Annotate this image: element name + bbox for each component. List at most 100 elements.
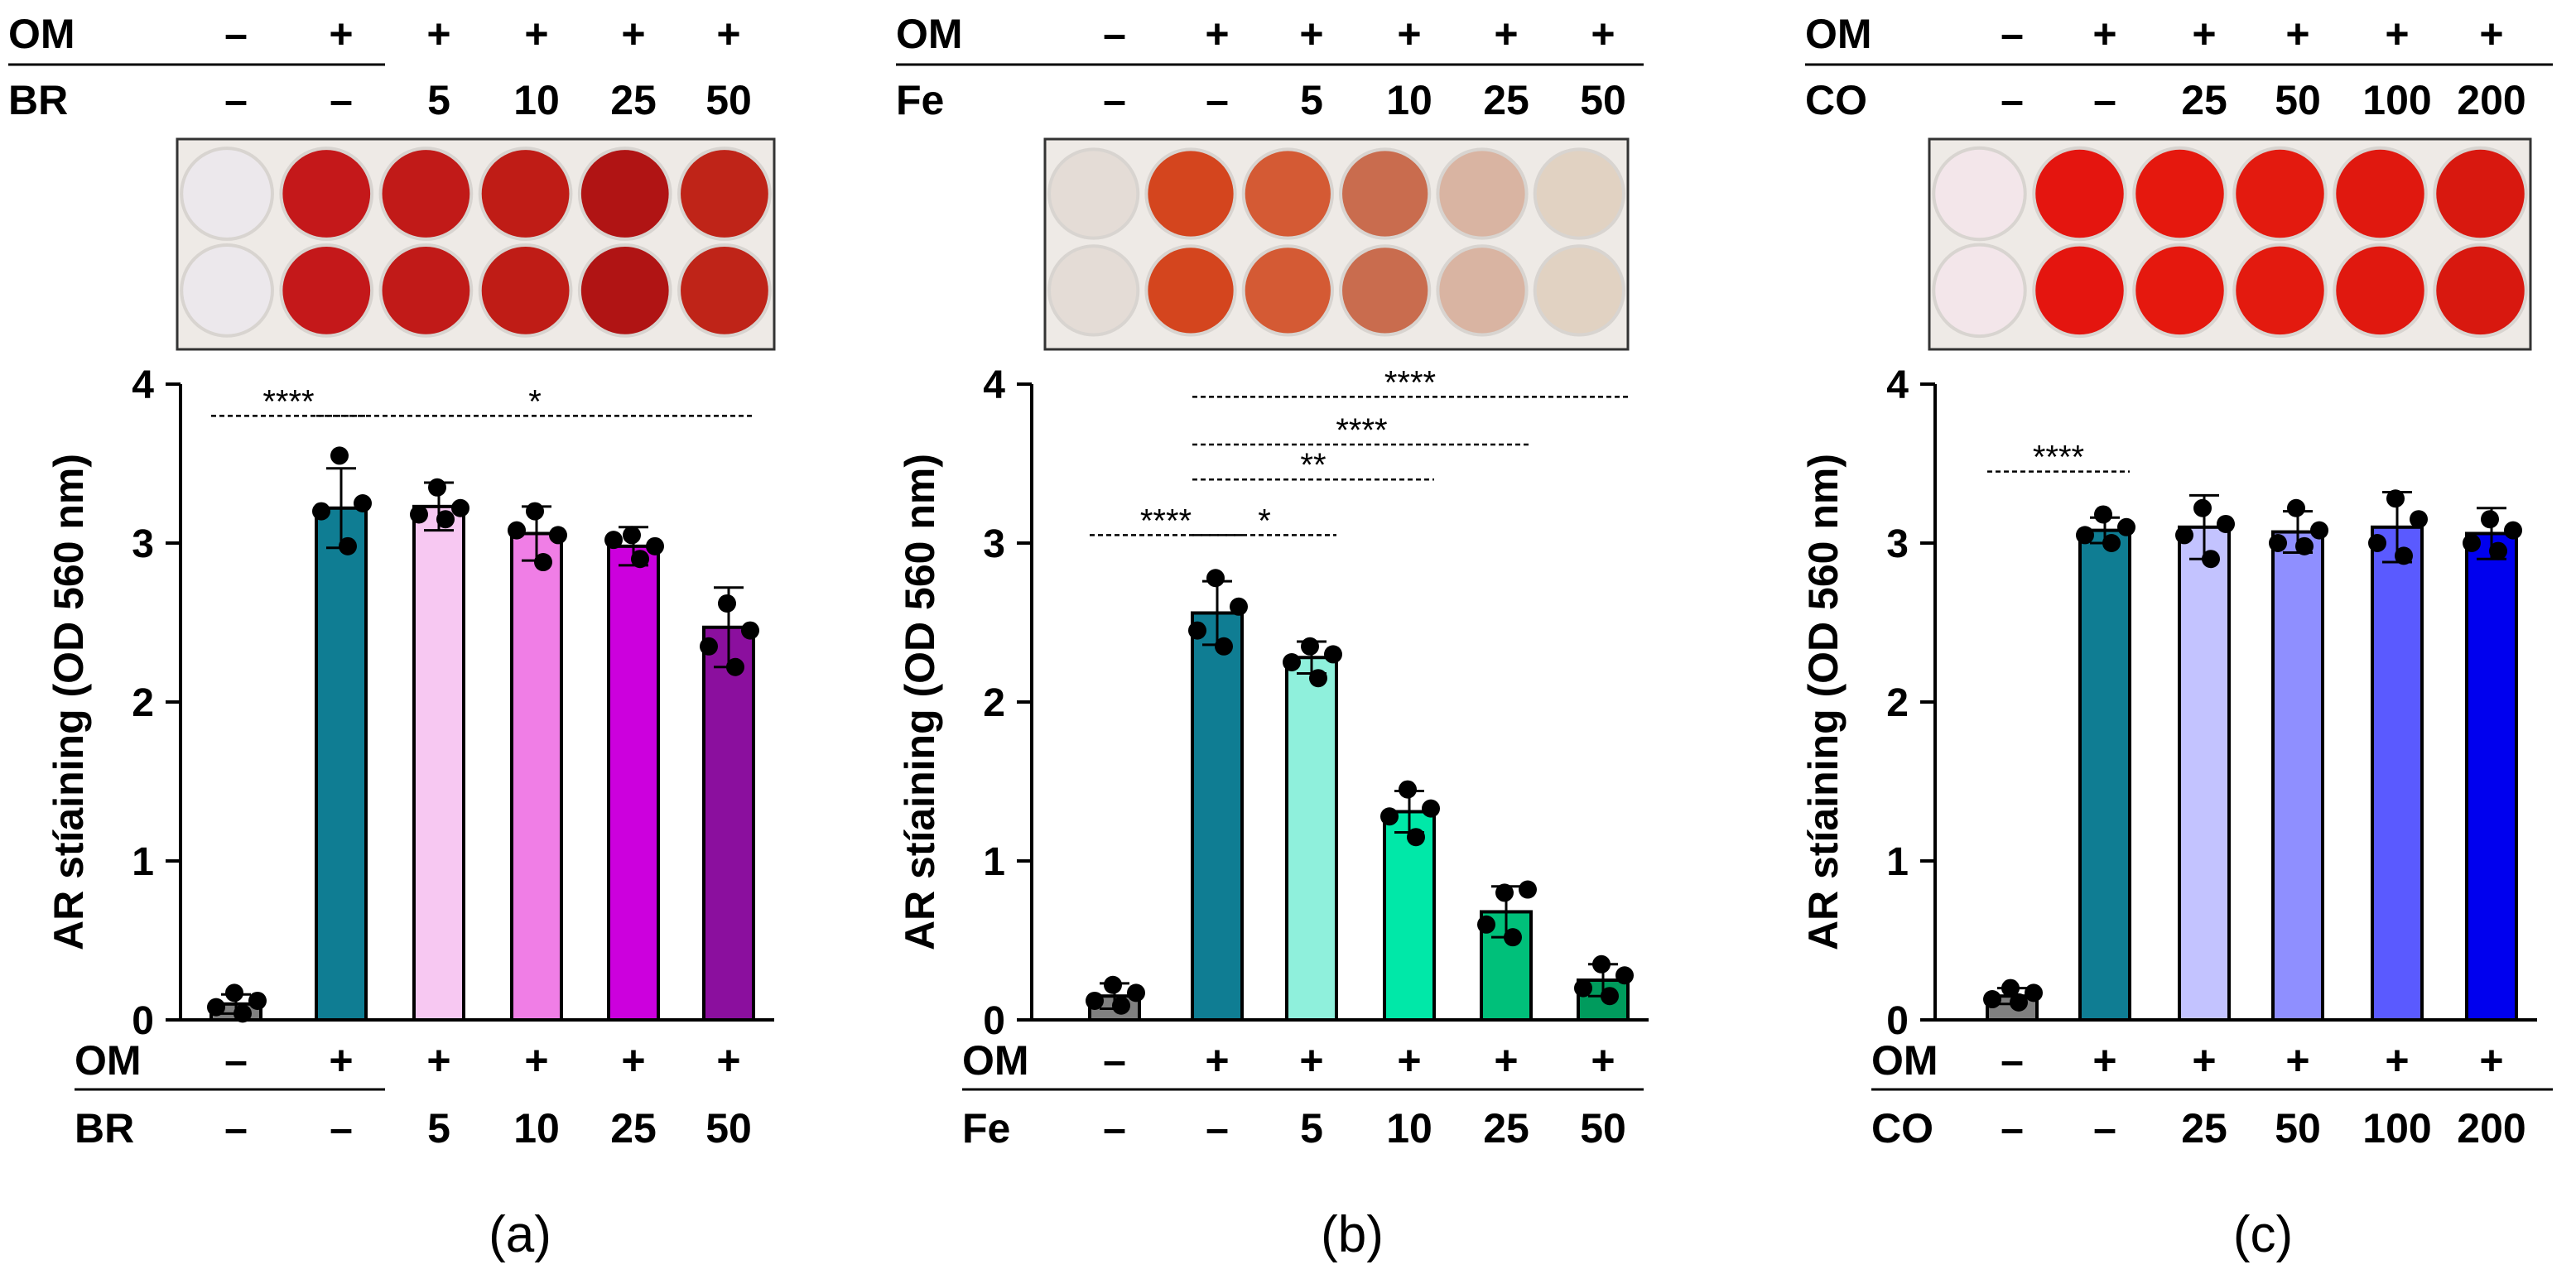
data-point: [1519, 880, 1537, 899]
top-treatment-value: 200: [2457, 77, 2525, 123]
y-tick-label: 4: [132, 363, 154, 407]
top-om-value: –: [1103, 11, 1126, 57]
top-om-value: +: [1205, 11, 1229, 57]
bottom-om-value: –: [2001, 1037, 2024, 1084]
bottom-treatment-value: 10: [1386, 1105, 1432, 1152]
y-tick-label: 3: [1886, 522, 1909, 566]
top-treatment-value: 5: [427, 77, 450, 123]
data-point: [1324, 645, 1342, 664]
bar: [315, 506, 368, 1022]
data-point: [2386, 489, 2405, 508]
data-point: [508, 521, 526, 540]
top-treatment-value: 25: [2181, 77, 2227, 123]
bottom-om-value: +: [524, 1037, 548, 1084]
plate-well: [1342, 151, 1428, 237]
bottom-om-value: +: [1494, 1037, 1518, 1084]
bottom-om-value: +: [1397, 1037, 1421, 1084]
bar: [412, 504, 465, 1022]
top-row1-label: OM: [1805, 11, 1872, 57]
y-tick-label: 1: [983, 840, 1005, 884]
bottom-om-value: +: [2285, 1037, 2309, 1084]
bar: [510, 531, 563, 1022]
data-point: [2175, 526, 2193, 545]
data-point: [1230, 597, 1248, 616]
data-point: [1112, 996, 1130, 1015]
plate-well: [1935, 246, 2024, 335]
plate-well: [481, 247, 570, 334]
top-treatment-value: –: [330, 77, 353, 123]
data-point: [234, 1004, 252, 1023]
data-point: [2076, 526, 2094, 545]
bottom-treatment-value: 25: [610, 1105, 657, 1152]
top-om-value: +: [2285, 11, 2309, 57]
plate-well: [183, 150, 271, 238]
y-axis-label: AR stíaining (OD 560 nm): [1800, 454, 1847, 950]
y-tick-label: 0: [983, 999, 1005, 1043]
data-point: [1574, 978, 1592, 998]
bottom-treatment-value: –: [224, 1105, 248, 1152]
bottom-row1-label: OM: [962, 1037, 1029, 1084]
data-point: [1407, 828, 1425, 847]
data-point: [741, 621, 759, 640]
bottom-om-value: +: [329, 1037, 353, 1084]
plate-well: [1245, 151, 1331, 237]
data-point: [1983, 990, 2001, 1009]
bottom-om-value: –: [224, 1037, 248, 1084]
bottom-om-value: +: [716, 1037, 740, 1084]
bar: [2078, 528, 2131, 1022]
data-point: [1188, 621, 1206, 640]
panel-label: (c): [2233, 1206, 2293, 1263]
plate-well: [481, 150, 570, 238]
data-point: [436, 510, 455, 529]
data-point: [1380, 807, 1399, 826]
data-point: [312, 502, 330, 521]
bar: [2178, 525, 2231, 1022]
significance-label: ****: [1140, 502, 1192, 539]
y-tick-label: 0: [1886, 999, 1909, 1043]
y-tick-label: 2: [983, 681, 1005, 725]
bottom-row2-label: BR: [75, 1105, 134, 1152]
bottom-treatment-value: –: [2093, 1105, 2116, 1152]
data-point: [248, 991, 267, 1010]
bar: [1191, 611, 1244, 1022]
y-tick-label: 2: [1886, 681, 1909, 725]
data-point: [1495, 883, 1514, 902]
data-point: [1127, 983, 1145, 1003]
data-point: [2202, 550, 2220, 569]
data-point: [1309, 669, 1327, 688]
bottom-treatment-value: 50: [1580, 1105, 1626, 1152]
plate-well: [580, 150, 669, 238]
data-point: [631, 550, 649, 569]
top-om-value: +: [426, 11, 450, 57]
data-point: [534, 553, 552, 572]
top-om-value: +: [1397, 11, 1421, 57]
plate-well: [2135, 149, 2224, 238]
bottom-treatment-value: –: [1206, 1105, 1229, 1152]
bottom-row1-label: OM: [1871, 1037, 1938, 1084]
data-point: [1504, 928, 1522, 947]
data-point: [339, 536, 357, 555]
significance-label: ****: [262, 383, 314, 420]
plate-well: [1148, 248, 1234, 334]
data-point: [623, 526, 641, 545]
bottom-om-value: +: [1591, 1037, 1615, 1084]
top-treatment-value: 25: [610, 77, 657, 123]
data-point: [2025, 983, 2043, 1003]
data-point: [1206, 569, 1225, 588]
top-om-value: –: [2001, 11, 2024, 57]
plate-well: [2436, 246, 2525, 335]
plate-well: [2236, 246, 2324, 335]
bottom-treatment-value: 50: [2275, 1105, 2321, 1152]
top-om-value: +: [621, 11, 645, 57]
bottom-row1-label: OM: [75, 1037, 142, 1084]
data-point: [2368, 534, 2386, 552]
top-om-value: +: [1299, 11, 1323, 57]
plate-well: [580, 247, 669, 334]
top-treatment-value: –: [2093, 77, 2116, 123]
plate-well: [382, 247, 470, 334]
data-point: [1615, 966, 1634, 985]
bottom-om-value: +: [2192, 1037, 2216, 1084]
bottom-treatment-value: –: [330, 1105, 353, 1152]
top-row2-label: CO: [1805, 77, 1867, 123]
